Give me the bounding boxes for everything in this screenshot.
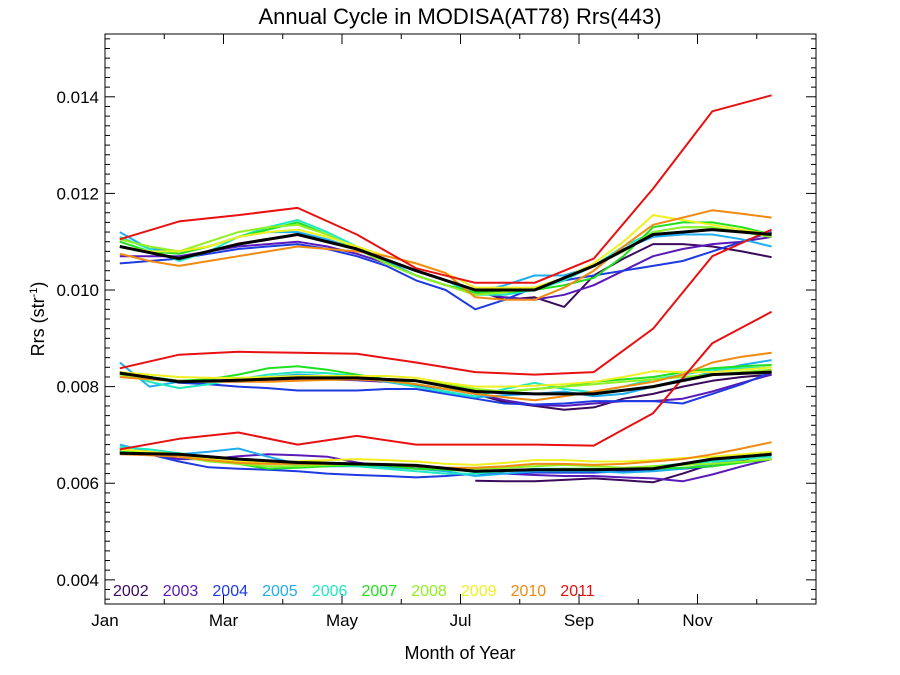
y-axis-label-main: Rrs (str xyxy=(28,297,48,356)
x-tick-label: Sep xyxy=(564,611,594,630)
y-tick-label: 0.006 xyxy=(56,474,99,493)
x-tick-label: Mar xyxy=(209,611,239,630)
x-tick-label: Nov xyxy=(682,611,713,630)
y-tick-label: 0.012 xyxy=(56,184,99,203)
series-line-2009-2 xyxy=(119,448,772,466)
series-line-2009-1 xyxy=(119,366,772,388)
series-line-2010-0 xyxy=(119,209,772,301)
legend-item-2003: 2003 xyxy=(163,583,199,600)
legend-item-2007: 2007 xyxy=(362,583,398,600)
series-line-2011-0 xyxy=(119,94,772,284)
x-tick-label: May xyxy=(326,611,359,630)
series-layer xyxy=(119,94,773,484)
plot-area xyxy=(119,94,773,484)
series-line-2011-1 xyxy=(119,228,773,376)
y-tick-label: 0.008 xyxy=(56,378,99,397)
series-line-2011-2 xyxy=(119,310,773,451)
legend-item-2004: 2004 xyxy=(212,583,248,600)
x-axis-label: Month of Year xyxy=(404,643,515,663)
legend-item-2006: 2006 xyxy=(312,583,348,600)
y-tick-label: 0.014 xyxy=(56,88,99,107)
legend: 2002 2003 2004 2005 2006 2007 2008 2009 2010 2011 xyxy=(113,583,595,600)
x-tick-label: Jul xyxy=(450,611,472,630)
ticks-layer: 0.004 0.006 0.008 0.010 0.012 0.014 Jan Mar May J… xyxy=(56,34,816,630)
legend-item-2011: 2011 xyxy=(560,583,595,600)
x-tick-label: Jan xyxy=(91,611,118,630)
y-tick-label: 0.010 xyxy=(56,281,99,300)
y-axis-label-superscript: -1 xyxy=(28,288,40,298)
y-tick-label: 0.004 xyxy=(56,571,99,590)
mean-series-line-1 xyxy=(119,370,772,396)
y-axis-label-suffix: ) xyxy=(28,282,48,288)
y-axis-label: Rrs (str-1) xyxy=(28,282,48,357)
chart-title: Annual Cycle in MODISA(AT78) Rrs(443) xyxy=(258,4,661,29)
series-line-2008-0 xyxy=(119,223,772,296)
legend-item-2010: 2010 xyxy=(511,583,547,600)
legend-item-2002: 2002 xyxy=(113,583,149,600)
series-line-2005-2 xyxy=(119,443,772,477)
series-line-2004-0 xyxy=(119,231,772,311)
mean-series-line-0 xyxy=(119,228,772,292)
mean-series-line-2 xyxy=(119,451,772,473)
legend-item-2008: 2008 xyxy=(411,583,447,600)
legend-item-2009: 2009 xyxy=(461,583,497,600)
legend-item-2005: 2005 xyxy=(262,583,298,600)
